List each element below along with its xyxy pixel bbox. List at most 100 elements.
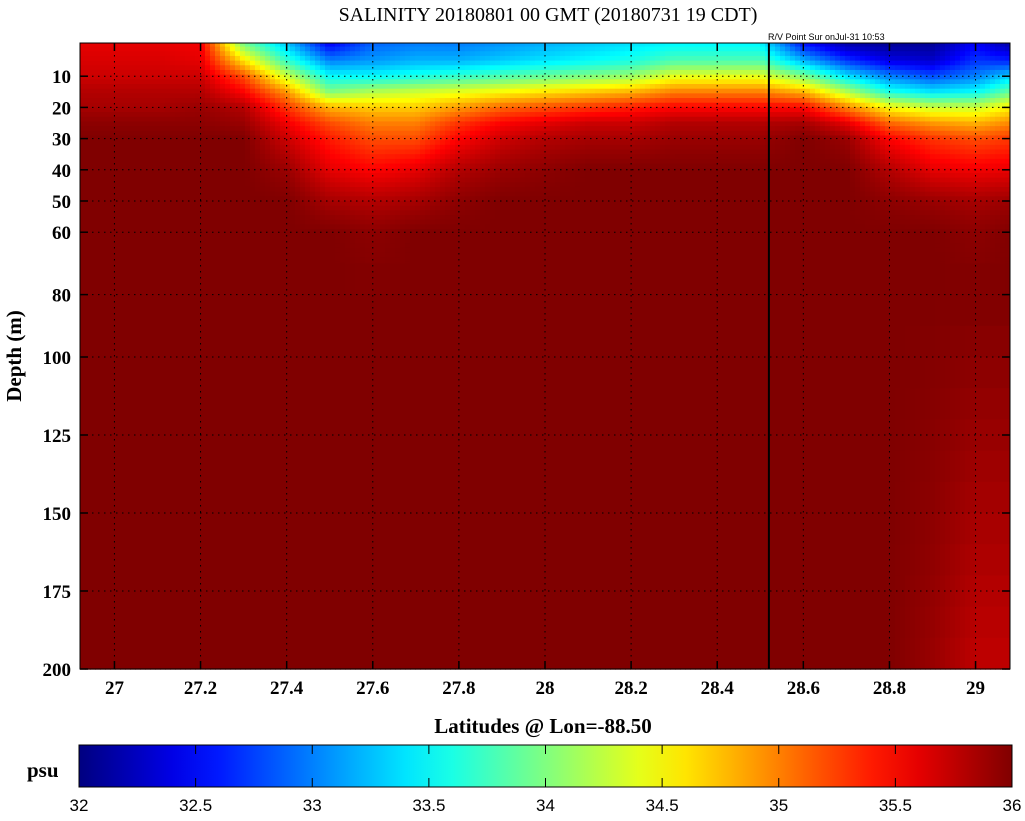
heatmap-cell bbox=[150, 261, 156, 264]
heatmap-cell bbox=[240, 154, 246, 160]
heatmap-cell bbox=[340, 79, 346, 85]
heatmap-cell bbox=[190, 144, 196, 151]
heatmap-cell bbox=[305, 201, 311, 207]
heatmap-cell bbox=[190, 205, 196, 211]
heatmap-cell bbox=[165, 419, 171, 452]
heatmap-cell bbox=[350, 121, 356, 127]
heatmap-cell bbox=[175, 247, 181, 254]
heatmap-cell bbox=[420, 513, 426, 545]
heatmap-cell bbox=[320, 233, 326, 240]
heatmap-cell bbox=[385, 112, 391, 118]
heatmap-cell bbox=[240, 158, 246, 165]
heatmap-cell bbox=[125, 130, 131, 137]
heatmap-cell bbox=[400, 55, 406, 62]
heatmap-cell bbox=[480, 191, 486, 197]
heatmap-cell bbox=[415, 46, 421, 52]
heatmap-cell bbox=[100, 65, 106, 71]
heatmap-cell bbox=[105, 154, 111, 160]
heatmap-cell bbox=[160, 46, 166, 52]
heatmap-cell bbox=[415, 158, 421, 165]
heatmap-cell bbox=[325, 606, 331, 639]
heatmap-cell bbox=[190, 201, 196, 207]
heatmap-cell bbox=[435, 46, 441, 52]
heatmap-cell bbox=[365, 51, 371, 57]
heatmap-cell bbox=[250, 51, 256, 57]
heatmap-cell bbox=[445, 112, 451, 118]
heatmap-cell bbox=[375, 149, 381, 155]
heatmap-cell bbox=[230, 102, 236, 108]
heatmap-cell bbox=[155, 74, 161, 80]
heatmap-cell bbox=[415, 450, 421, 483]
heatmap-cell bbox=[345, 575, 351, 608]
heatmap-cell bbox=[410, 233, 416, 240]
heatmap-cell bbox=[315, 388, 321, 420]
heatmap-cell bbox=[305, 144, 311, 151]
heatmap-cell bbox=[370, 112, 376, 118]
heatmap-cell bbox=[125, 450, 131, 483]
heatmap-cell bbox=[220, 450, 226, 483]
heatmap-cell bbox=[360, 481, 366, 514]
heatmap-cell bbox=[415, 149, 421, 155]
heatmap-cell bbox=[350, 481, 356, 514]
heatmap-cell bbox=[455, 79, 461, 85]
heatmap-cell bbox=[260, 229, 266, 235]
heatmap-cell bbox=[460, 201, 466, 207]
heatmap-cell bbox=[305, 215, 311, 221]
heatmap-cell bbox=[255, 186, 261, 193]
heatmap-cell bbox=[235, 168, 241, 174]
heatmap-cell bbox=[130, 172, 136, 179]
heatmap-cell bbox=[445, 419, 451, 452]
heatmap-cell bbox=[480, 149, 486, 155]
heatmap-cell bbox=[85, 65, 91, 71]
heatmap-cell bbox=[390, 60, 396, 66]
heatmap-cell bbox=[100, 243, 106, 249]
heatmap-cell bbox=[290, 224, 296, 230]
heatmap-cell bbox=[220, 224, 226, 230]
heatmap-cell bbox=[235, 102, 241, 108]
heatmap-cell bbox=[380, 88, 386, 94]
heatmap-cell bbox=[330, 294, 336, 327]
heatmap-cell bbox=[400, 130, 406, 137]
heatmap-cell bbox=[385, 513, 391, 545]
heatmap-cell bbox=[350, 606, 356, 639]
heatmap-cell bbox=[285, 261, 291, 264]
heatmap-cell bbox=[305, 606, 311, 639]
heatmap-cell bbox=[180, 481, 186, 514]
heatmap-cell bbox=[90, 149, 96, 155]
heatmap-cell bbox=[455, 388, 461, 420]
heatmap-cell bbox=[175, 102, 181, 108]
heatmap-cell bbox=[340, 69, 346, 76]
heatmap-cell bbox=[90, 98, 96, 104]
heatmap-cell bbox=[230, 51, 236, 57]
heatmap-cell bbox=[240, 186, 246, 193]
heatmap-cell bbox=[390, 130, 396, 137]
heatmap-cell bbox=[235, 84, 241, 90]
heatmap-cell bbox=[290, 252, 296, 258]
heatmap-cell bbox=[405, 513, 411, 545]
heatmap-cell bbox=[440, 60, 446, 66]
heatmap-cell bbox=[265, 60, 271, 66]
heatmap-cell bbox=[145, 55, 151, 62]
heatmap-cell bbox=[195, 388, 201, 420]
heatmap-cell bbox=[110, 637, 116, 670]
heatmap-cell bbox=[355, 186, 361, 193]
heatmap-cell bbox=[240, 247, 246, 254]
heatmap-cell bbox=[450, 294, 456, 327]
heatmap-cell bbox=[375, 606, 381, 639]
heatmap-cell bbox=[150, 233, 156, 240]
heatmap-cell bbox=[130, 93, 136, 99]
heatmap-cell bbox=[275, 450, 281, 483]
heatmap-cell bbox=[200, 107, 206, 113]
heatmap-cell bbox=[95, 229, 101, 235]
heatmap-cell bbox=[255, 215, 261, 221]
heatmap-cell bbox=[220, 210, 226, 216]
heatmap-cell bbox=[435, 215, 441, 221]
heatmap-cell bbox=[250, 263, 256, 296]
heatmap-cell bbox=[260, 606, 266, 639]
heatmap-cell bbox=[90, 84, 96, 90]
heatmap-cell bbox=[105, 126, 111, 132]
heatmap-cell bbox=[460, 357, 466, 389]
heatmap-cell bbox=[435, 43, 441, 48]
heatmap-cell bbox=[150, 121, 156, 127]
heatmap-cell bbox=[365, 419, 371, 452]
